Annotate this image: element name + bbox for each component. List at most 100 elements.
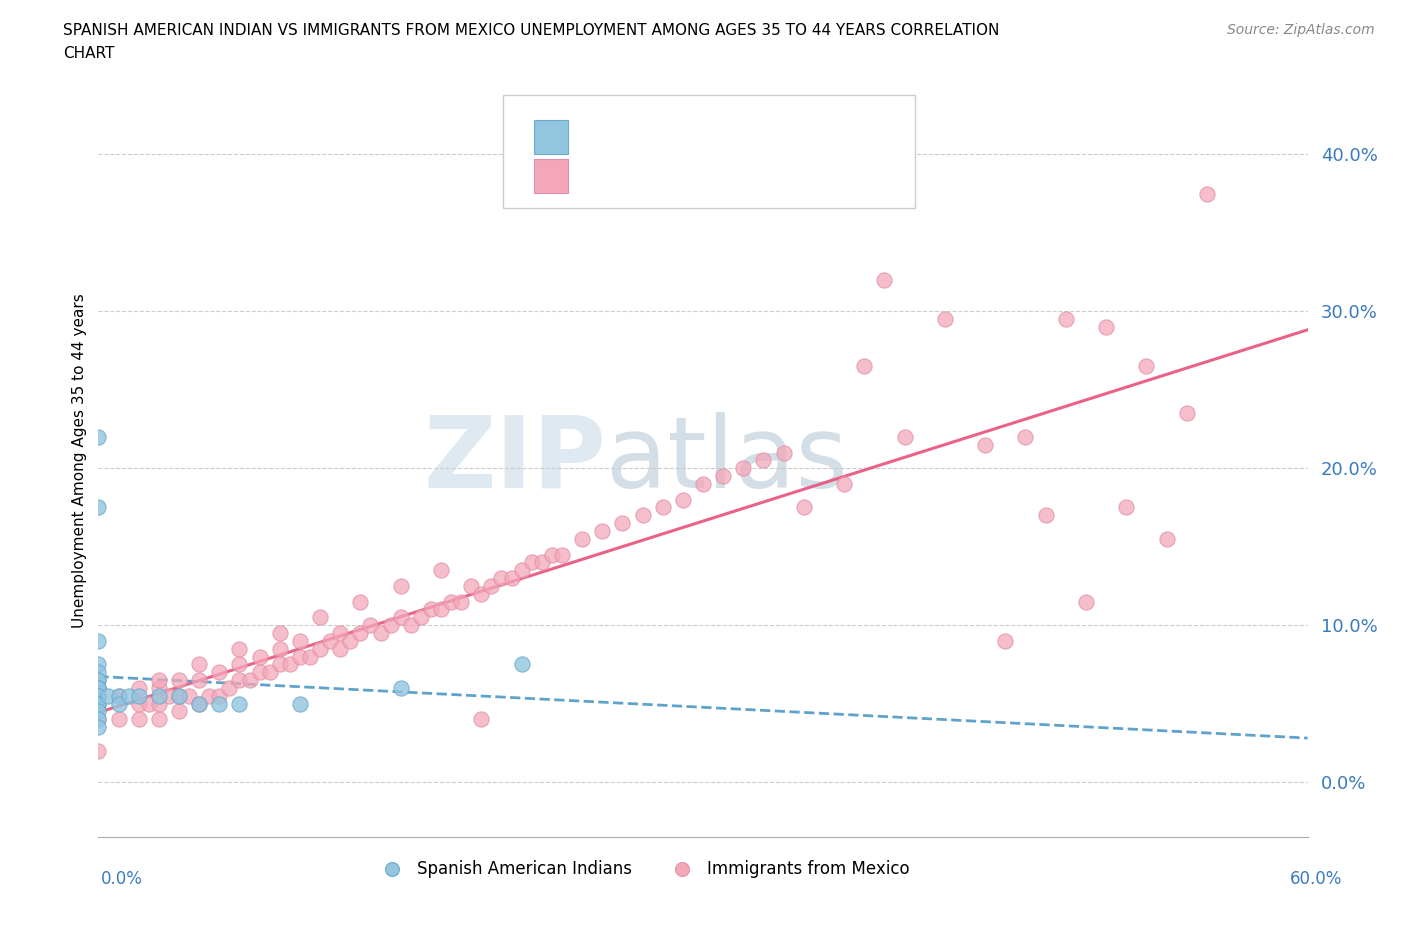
Point xyxy=(87,720,110,735)
Point xyxy=(733,460,755,475)
Point xyxy=(288,633,311,648)
Point xyxy=(278,657,301,671)
Point xyxy=(329,626,352,641)
Point xyxy=(208,665,231,680)
Point xyxy=(148,697,170,711)
Point xyxy=(128,688,150,703)
Point xyxy=(540,547,562,562)
Point xyxy=(349,594,371,609)
Point xyxy=(481,578,503,593)
Point xyxy=(1195,186,1218,201)
Point xyxy=(1095,320,1118,335)
FancyBboxPatch shape xyxy=(534,120,568,153)
Point xyxy=(87,430,110,445)
Point xyxy=(87,688,110,703)
Point xyxy=(218,681,240,696)
Point xyxy=(1156,531,1178,546)
Point xyxy=(87,657,110,671)
Point xyxy=(309,610,332,625)
Point xyxy=(87,688,110,703)
Point xyxy=(167,704,190,719)
Point xyxy=(107,711,129,726)
Point xyxy=(420,602,443,617)
Point xyxy=(389,681,412,696)
Text: SPANISH AMERICAN INDIAN VS IMMIGRANTS FROM MEXICO UNEMPLOYMENT AMONG AGES 35 TO : SPANISH AMERICAN INDIAN VS IMMIGRANTS FR… xyxy=(63,23,1000,38)
Y-axis label: Unemployment Among Ages 35 to 44 years: Unemployment Among Ages 35 to 44 years xyxy=(72,293,87,628)
Point xyxy=(711,469,734,484)
Point xyxy=(87,500,110,515)
Point xyxy=(360,618,382,632)
Point xyxy=(148,688,170,703)
Point xyxy=(87,672,110,687)
Point xyxy=(349,626,371,641)
Point xyxy=(87,704,110,719)
Point xyxy=(1074,594,1097,609)
Point xyxy=(249,665,271,680)
Point xyxy=(380,618,402,632)
Point xyxy=(339,633,361,648)
Point xyxy=(87,688,110,703)
Point xyxy=(188,697,211,711)
Point xyxy=(288,697,311,711)
Point xyxy=(208,688,231,703)
Point xyxy=(87,681,110,696)
Point xyxy=(87,697,110,711)
Point xyxy=(87,665,110,680)
Point xyxy=(470,586,492,601)
Text: R = -0.041  N =  31: R = -0.041 N = 31 xyxy=(582,127,745,146)
Point xyxy=(167,688,190,703)
Point xyxy=(1175,405,1198,420)
Point xyxy=(179,688,201,703)
Point xyxy=(228,672,250,687)
Point xyxy=(591,524,613,538)
Point xyxy=(87,743,110,758)
Point xyxy=(87,633,110,648)
Point xyxy=(299,649,322,664)
Point xyxy=(128,681,150,696)
Point xyxy=(148,672,170,687)
Point xyxy=(430,563,453,578)
Point xyxy=(409,610,432,625)
Point xyxy=(389,610,412,625)
Point xyxy=(269,642,291,657)
Point xyxy=(107,688,129,703)
Point xyxy=(228,697,250,711)
Point xyxy=(672,492,695,507)
Point xyxy=(198,688,221,703)
Point xyxy=(87,672,110,687)
Point xyxy=(269,626,291,641)
Point xyxy=(612,515,634,530)
Point xyxy=(1115,500,1137,515)
Text: Source: ZipAtlas.com: Source: ZipAtlas.com xyxy=(1227,23,1375,37)
Point xyxy=(148,681,170,696)
Point xyxy=(97,688,120,703)
Point xyxy=(228,657,250,671)
Point xyxy=(530,555,553,570)
Point xyxy=(853,359,876,374)
Point xyxy=(470,711,492,726)
Point xyxy=(873,272,896,287)
Point xyxy=(118,688,141,703)
Point xyxy=(107,688,129,703)
Point xyxy=(269,657,291,671)
Point xyxy=(167,688,190,703)
Point xyxy=(228,642,250,657)
Point xyxy=(1035,508,1057,523)
Point xyxy=(551,547,574,562)
Point xyxy=(157,688,180,703)
Point xyxy=(752,453,775,468)
FancyBboxPatch shape xyxy=(534,159,568,193)
Point xyxy=(510,657,533,671)
Point xyxy=(994,633,1017,648)
Point xyxy=(370,626,392,641)
Point xyxy=(87,697,110,711)
Point xyxy=(288,649,311,664)
Text: CHART: CHART xyxy=(63,46,115,61)
Point xyxy=(138,697,160,711)
Text: atlas: atlas xyxy=(606,412,848,509)
Point xyxy=(188,672,211,687)
Point xyxy=(148,711,170,726)
Point xyxy=(259,665,281,680)
Point xyxy=(208,697,231,711)
Point xyxy=(188,657,211,671)
